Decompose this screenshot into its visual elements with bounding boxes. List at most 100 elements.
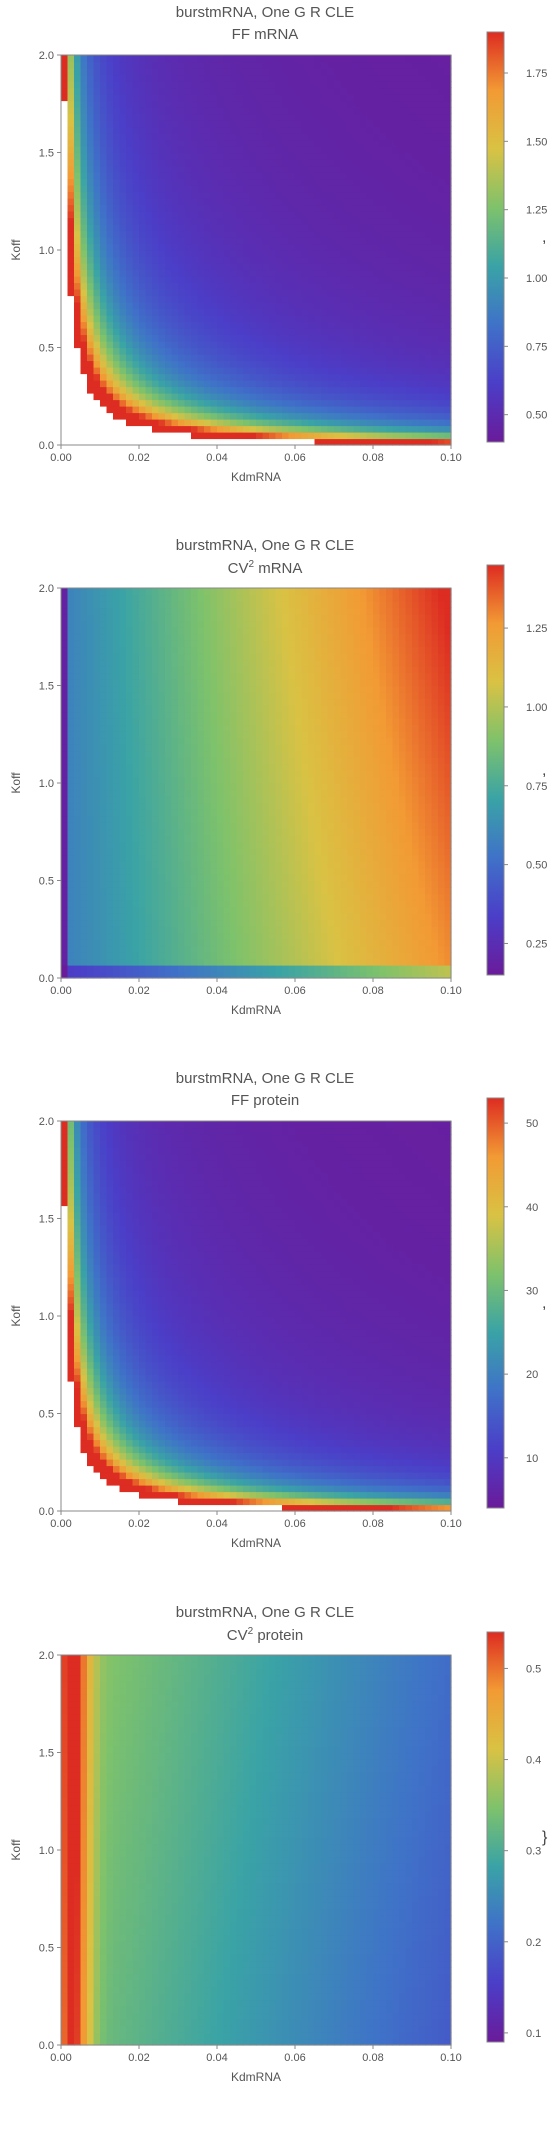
heatmap-cell <box>198 692 205 699</box>
heatmap-cell <box>243 166 250 173</box>
heatmap-cell <box>263 328 270 335</box>
heatmap-cell <box>328 153 335 160</box>
heatmap-cell <box>269 81 276 88</box>
heatmap-cell <box>432 367 439 374</box>
heatmap-cell <box>172 159 179 166</box>
heatmap-cell <box>61 302 68 309</box>
heatmap-cell <box>100 816 107 823</box>
heatmap-cell <box>302 354 309 361</box>
heatmap-cell <box>204 263 211 270</box>
heatmap-cell <box>432 62 439 69</box>
heatmap-cell <box>146 738 153 745</box>
heatmap-cell <box>399 341 406 348</box>
heatmap-cell <box>113 153 120 160</box>
heatmap-cell <box>263 270 270 277</box>
heatmap-cell <box>165 166 172 173</box>
heatmap-cell <box>68 770 75 777</box>
heatmap-cell <box>94 192 101 199</box>
heatmap-cell <box>152 790 159 797</box>
heatmap-cell <box>386 55 393 62</box>
heatmap-cell <box>152 725 159 732</box>
heatmap-cell <box>295 140 302 147</box>
heatmap-cell <box>308 192 315 199</box>
heatmap-cell <box>191 257 198 264</box>
heatmap-cell <box>237 263 244 270</box>
heatmap-cell <box>315 244 322 251</box>
heatmap-cell <box>178 952 185 959</box>
heatmap-cell <box>159 270 166 277</box>
heatmap-cell <box>386 289 393 296</box>
heatmap-cell <box>159 328 166 335</box>
heatmap-cell <box>380 283 387 290</box>
heatmap-cell <box>139 387 146 394</box>
heatmap-cell <box>224 296 231 303</box>
heatmap-cell <box>61 153 68 160</box>
heatmap-cell <box>172 205 179 212</box>
heatmap-cell <box>152 803 159 810</box>
heatmap-cell <box>126 68 133 75</box>
heatmap-cell <box>419 328 426 335</box>
heatmap-cell <box>120 205 127 212</box>
heatmap-cell <box>100 263 107 270</box>
heatmap-cell <box>406 185 413 192</box>
heatmap-cell <box>211 114 218 121</box>
heatmap-cell <box>341 276 348 283</box>
heatmap-cell <box>438 55 445 62</box>
heatmap-cell <box>152 907 159 914</box>
heatmap-cell <box>250 374 257 381</box>
heatmap-cell <box>308 400 315 407</box>
heatmap-cell <box>224 55 231 62</box>
heatmap-cell <box>120 647 127 654</box>
heatmap-cell <box>198 120 205 127</box>
heatmap-cell <box>198 842 205 849</box>
heatmap-cell <box>61 250 68 257</box>
heatmap-cell <box>302 198 309 205</box>
heatmap-cell <box>68 55 75 62</box>
heatmap-cell <box>178 426 185 433</box>
heatmap-cell <box>74 855 81 862</box>
heatmap-cell <box>341 406 348 413</box>
heatmap-cell <box>224 348 231 355</box>
heatmap-cell <box>438 94 445 101</box>
heatmap-cell <box>178 627 185 634</box>
heatmap-cell <box>113 133 120 140</box>
heatmap-cell <box>100 718 107 725</box>
heatmap-cell <box>68 263 75 270</box>
heatmap-cell <box>87 647 94 654</box>
heatmap-cell <box>295 237 302 244</box>
heatmap-cell <box>172 712 179 719</box>
heatmap-cell <box>139 829 146 836</box>
heatmap-cell <box>120 796 127 803</box>
heatmap-cell <box>341 354 348 361</box>
heatmap-cell <box>172 855 179 862</box>
heatmap-cell <box>113 692 120 699</box>
heatmap-cell <box>341 393 348 400</box>
heatmap-cell <box>386 413 393 420</box>
heatmap-cell <box>393 127 400 134</box>
heatmap-cell <box>107 354 114 361</box>
heatmap-cell <box>289 62 296 69</box>
heatmap-cell <box>126 731 133 738</box>
heatmap-cell <box>107 900 114 907</box>
heatmap-cell <box>185 75 192 82</box>
heatmap-cell <box>263 367 270 374</box>
heatmap-cell <box>289 75 296 82</box>
heatmap-cell <box>133 881 140 888</box>
heatmap-cell <box>295 114 302 121</box>
heatmap-cell <box>198 127 205 134</box>
heatmap-cell <box>100 933 107 940</box>
heatmap-cell <box>165 413 172 420</box>
heatmap-cell <box>74 959 81 966</box>
heatmap-cell <box>68 179 75 186</box>
heatmap-cell <box>373 140 380 147</box>
heatmap-cell <box>211 283 218 290</box>
heatmap-cell <box>412 81 419 88</box>
heatmap-cell <box>178 887 185 894</box>
heatmap-cell <box>380 406 387 413</box>
heatmap-cell <box>159 595 166 602</box>
heatmap-cell <box>185 764 192 771</box>
heatmap-cell <box>74 887 81 894</box>
heatmap-cell <box>81 250 88 257</box>
heatmap-cell <box>198 341 205 348</box>
heatmap-cell <box>198 660 205 667</box>
